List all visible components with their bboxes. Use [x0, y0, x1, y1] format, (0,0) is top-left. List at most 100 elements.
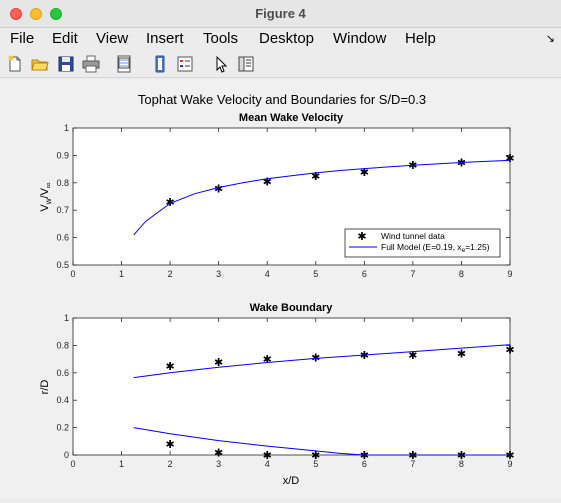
top-legend-box: [344, 228, 501, 258]
menu-help[interactable]: Help: [405, 30, 436, 47]
y-tick-label: 0.7: [56, 205, 69, 215]
y-tick-label: 0.8: [56, 340, 69, 350]
data-point-marker: ✱: [457, 157, 466, 169]
data-point-marker: ✱: [311, 450, 320, 462]
y-tick-label: 0: [64, 450, 69, 460]
mean-wake-velocity-axes[interactable]: Mean Wake Velocity Vw/V∞ 0 1 2 3 4 5 6 7 8 9 0.5 0.…: [39, 112, 515, 279]
data-point-marker: ✱: [214, 357, 223, 369]
x-tick-label: 2: [168, 269, 173, 279]
figure-toolbar: [0, 50, 561, 78]
top-plot-title: Mean Wake Velocity: [239, 112, 344, 124]
data-point-marker: ✱: [214, 183, 223, 195]
x-tick-label: 9: [507, 459, 512, 469]
close-window-button[interactable]: [10, 8, 22, 20]
x-tick-label: 0: [70, 459, 75, 469]
model-curve: [133, 344, 511, 379]
legend-wind-tunnel-label: Wind tunnel data: [381, 231, 445, 241]
y-tick-label: 0.6: [56, 233, 69, 243]
model-curve: [133, 427, 510, 456]
data-point-marker: ✱: [214, 447, 223, 459]
x-tick-label: 2: [168, 459, 173, 469]
menu-file[interactable]: File: [10, 30, 35, 47]
y-tick-label: 0.5: [56, 260, 69, 270]
data-point-marker: ✱: [408, 450, 417, 462]
x-tick-label: 8: [459, 269, 464, 279]
property-editor-icon[interactable]: [237, 55, 255, 73]
data-point-marker: ✱: [457, 349, 466, 361]
x-tick-label: 1: [119, 459, 124, 469]
x-tick-label: 5: [313, 459, 318, 469]
window-title: Figure 4: [255, 6, 306, 21]
x-tick-label: 1: [119, 269, 124, 279]
new-figure-icon[interactable]: [6, 55, 24, 73]
data-point-marker: ✱: [360, 450, 369, 462]
x-tick-label: 6: [362, 269, 367, 279]
print-icon[interactable]: [82, 55, 100, 73]
legend-full-model-label: Full Model (E=0.19, xe=1.25): [381, 242, 490, 254]
data-point-marker: ✱: [408, 350, 417, 362]
minimize-window-button[interactable]: [30, 8, 42, 20]
y-tick-label: 0.4: [56, 395, 69, 405]
x-tick-label: 7: [410, 459, 415, 469]
y-tick-label: 0.6: [56, 368, 69, 378]
bottom-y-axis-label: r/D: [39, 380, 51, 395]
menu-tools[interactable]: Tools: [203, 30, 239, 47]
menu-view[interactable]: View: [96, 30, 129, 47]
x-tick-label: 8: [459, 459, 464, 469]
figure-svg: Tophat Wake Velocity and Boundaries for …: [39, 92, 515, 487]
data-point-marker: ✱: [360, 167, 369, 179]
x-tick-label: 7: [410, 269, 415, 279]
model-curve: [133, 159, 511, 236]
window-titlebar: Figure 4: [0, 0, 561, 28]
data-point-marker: ✱: [263, 354, 272, 366]
y-tick-label: 1: [64, 123, 69, 133]
y-tick-label: 1: [64, 313, 69, 323]
menu-bar: File Edit View Insert Tools Desktop Wind…: [0, 28, 561, 50]
arrow-icon[interactable]: ↘: [545, 33, 555, 45]
axes-2-marks: 0 1 2 3 4 5 6 7 8 900.20.40.60.81✱ ✱ ✱ ✱ ✱ ✱ ✱ ✱✱✱ ✱ ✱ ✱ ✱ ✱ ✱: [56, 313, 514, 469]
data-point-marker: ✱: [166, 361, 175, 373]
insert-legend-icon[interactable]: [176, 55, 194, 73]
x-tick-label: 4: [265, 269, 270, 279]
top-y-axis-label: Vw/V∞: [39, 182, 53, 212]
bottom-plot-area: [72, 317, 511, 456]
pointer-icon[interactable]: [212, 55, 230, 73]
bottom-plot-title: Wake Boundary: [250, 302, 334, 314]
data-point-marker: ✱: [505, 450, 514, 462]
x-tick-label: 3: [216, 269, 221, 279]
x-tick-label: 0: [70, 269, 75, 279]
menu-insert[interactable]: Insert: [146, 30, 184, 47]
x-tick-label: 5: [313, 269, 318, 279]
data-point-marker: ✱: [457, 450, 466, 462]
data-point-marker: ✱: [263, 450, 272, 462]
print-preview-icon[interactable]: [115, 55, 133, 73]
axes-1-marks: 0 1 2 3 4 5 6 7 8 9 0.5 0.6 0.7 0.8 0.9 1 ✱ ✱ ✱ ✱ ✱ ✱ ✱ ✱: [56, 123, 514, 279]
data-point-marker: ✱: [166, 439, 175, 451]
data-point-marker: ✱: [263, 176, 272, 188]
data-point-marker: ✱: [311, 171, 320, 183]
wake-boundary-axes[interactable]: Wake Boundary r/D x/D 0 1 2 3 4 5 6 7 8 9 0 0.2 0.4 0…: [39, 302, 515, 487]
link-plot-icon[interactable]: [151, 55, 169, 73]
menu-window[interactable]: Window: [333, 30, 387, 47]
figure-canvas: Tophat Wake Velocity and Boundaries for …: [0, 79, 561, 498]
data-point-marker: ✱: [505, 153, 514, 165]
y-tick-label: 0.8: [56, 178, 69, 188]
menu-desktop[interactable]: Desktop: [259, 30, 315, 47]
x-tick-label: 9: [507, 269, 512, 279]
y-tick-label: 0.2: [56, 423, 69, 433]
x-tick-label: 4: [265, 459, 270, 469]
y-tick-label: 0.9: [56, 150, 69, 160]
maximize-window-button[interactable]: [50, 8, 62, 20]
save-icon[interactable]: [57, 55, 75, 73]
menu-edit[interactable]: Edit: [52, 30, 78, 47]
data-point-marker: ✱: [360, 350, 369, 362]
x-tick-label: 6: [362, 459, 367, 469]
bottom-x-axis-label: x/D: [283, 475, 300, 487]
legend-star-marker: ✱: [357, 231, 366, 243]
open-file-icon[interactable]: [31, 55, 49, 73]
top-legend[interactable]: ✱ Wind tunnel data Full Model (E=0.19, x…: [344, 228, 501, 258]
x-tick-label: 3: [216, 459, 221, 469]
data-point-marker: ✱: [505, 345, 514, 357]
figure-suptitle: Tophat Wake Velocity and Boundaries for …: [138, 92, 426, 107]
data-point-marker: ✱: [408, 160, 417, 172]
